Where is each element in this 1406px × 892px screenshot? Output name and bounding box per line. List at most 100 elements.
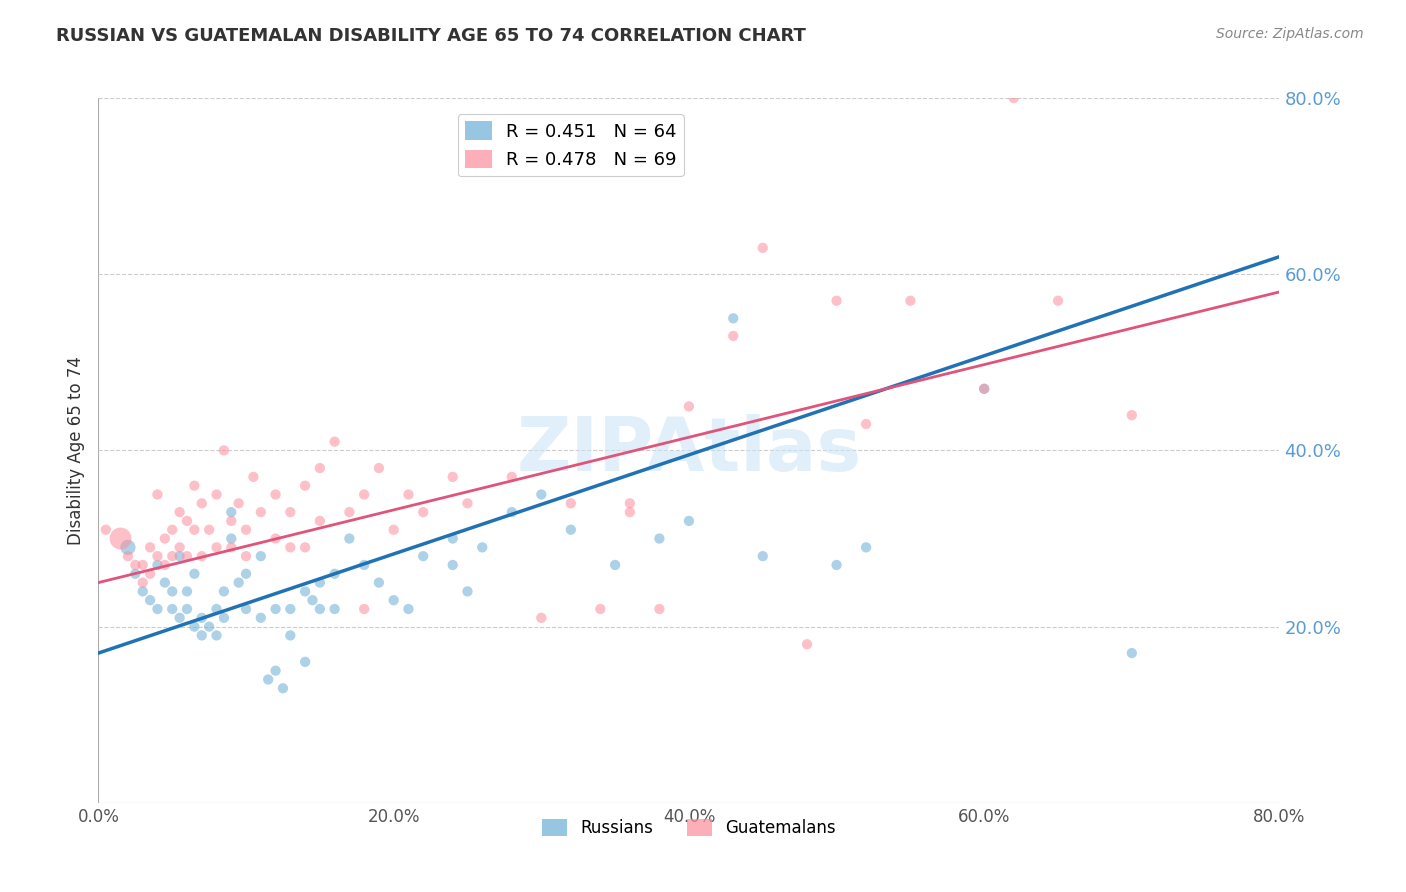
Point: [169, 611, 191, 625]
Point: [368, 575, 391, 590]
Point: [132, 558, 155, 572]
Point: [139, 541, 162, 555]
Point: [825, 558, 848, 572]
Point: [648, 602, 671, 616]
Point: [619, 505, 641, 519]
Point: [257, 673, 280, 687]
Point: [1046, 293, 1070, 308]
Point: [183, 619, 205, 633]
Point: [183, 478, 205, 492]
Point: [339, 505, 361, 519]
Point: [339, 532, 361, 546]
Point: [323, 566, 346, 581]
Point: [162, 602, 183, 616]
Point: [205, 602, 228, 616]
Point: [796, 637, 818, 651]
Point: [412, 549, 434, 564]
Point: [162, 584, 183, 599]
Point: [146, 549, 169, 564]
Point: [176, 584, 198, 599]
Point: [124, 558, 146, 572]
Point: [752, 241, 775, 255]
Point: [412, 505, 434, 519]
Point: [309, 602, 332, 616]
Point: [752, 549, 775, 564]
Point: [176, 549, 198, 564]
Point: [648, 532, 671, 546]
Point: [723, 311, 745, 326]
Point: [176, 602, 198, 616]
Point: [678, 400, 700, 414]
Point: [457, 584, 479, 599]
Point: [723, 329, 745, 343]
Point: [146, 602, 169, 616]
Point: [271, 681, 294, 696]
Point: [264, 602, 287, 616]
Point: [198, 523, 221, 537]
Point: [323, 602, 346, 616]
Point: [235, 566, 257, 581]
Point: [264, 487, 287, 501]
Point: [117, 549, 139, 564]
Point: [221, 532, 243, 546]
Text: RUSSIAN VS GUATEMALAN DISABILITY AGE 65 TO 74 CORRELATION CHART: RUSSIAN VS GUATEMALAN DISABILITY AGE 65 …: [56, 27, 806, 45]
Point: [825, 293, 848, 308]
Point: [441, 532, 464, 546]
Point: [398, 487, 420, 501]
Point: [228, 575, 250, 590]
Point: [530, 611, 553, 625]
Point: [368, 461, 391, 475]
Point: [235, 523, 257, 537]
Point: [235, 549, 257, 564]
Point: [1002, 91, 1025, 105]
Point: [530, 487, 553, 501]
Point: [353, 487, 375, 501]
Point: [973, 382, 995, 396]
Point: [309, 514, 332, 528]
Point: [169, 549, 191, 564]
Point: [441, 470, 464, 484]
Point: [162, 549, 183, 564]
Point: [250, 505, 273, 519]
Point: [205, 541, 228, 555]
Point: [139, 593, 162, 607]
Point: [117, 541, 139, 555]
Point: [1121, 646, 1143, 660]
Point: [221, 505, 243, 519]
Point: [153, 558, 176, 572]
Point: [294, 541, 316, 555]
Point: [169, 541, 191, 555]
Point: [323, 434, 346, 449]
Point: [110, 532, 132, 546]
Point: [441, 558, 464, 572]
Point: [280, 541, 302, 555]
Point: [169, 505, 191, 519]
Point: [457, 496, 479, 510]
Point: [294, 655, 316, 669]
Point: [471, 541, 494, 555]
Point: [280, 602, 302, 616]
Point: [191, 496, 214, 510]
Point: [153, 532, 176, 546]
Point: [132, 584, 155, 599]
Point: [560, 523, 582, 537]
Point: [132, 575, 155, 590]
Point: [183, 566, 205, 581]
Point: [212, 611, 235, 625]
Point: [191, 549, 214, 564]
Point: [221, 514, 243, 528]
Point: [382, 523, 405, 537]
Point: [124, 566, 146, 581]
Point: [264, 664, 287, 678]
Point: [212, 443, 235, 458]
Point: [501, 470, 523, 484]
Point: [501, 505, 523, 519]
Point: [855, 417, 877, 431]
Point: [176, 514, 198, 528]
Point: [353, 558, 375, 572]
Point: [235, 602, 257, 616]
Point: [212, 584, 235, 599]
Point: [205, 628, 228, 642]
Point: [309, 461, 332, 475]
Point: [183, 523, 205, 537]
